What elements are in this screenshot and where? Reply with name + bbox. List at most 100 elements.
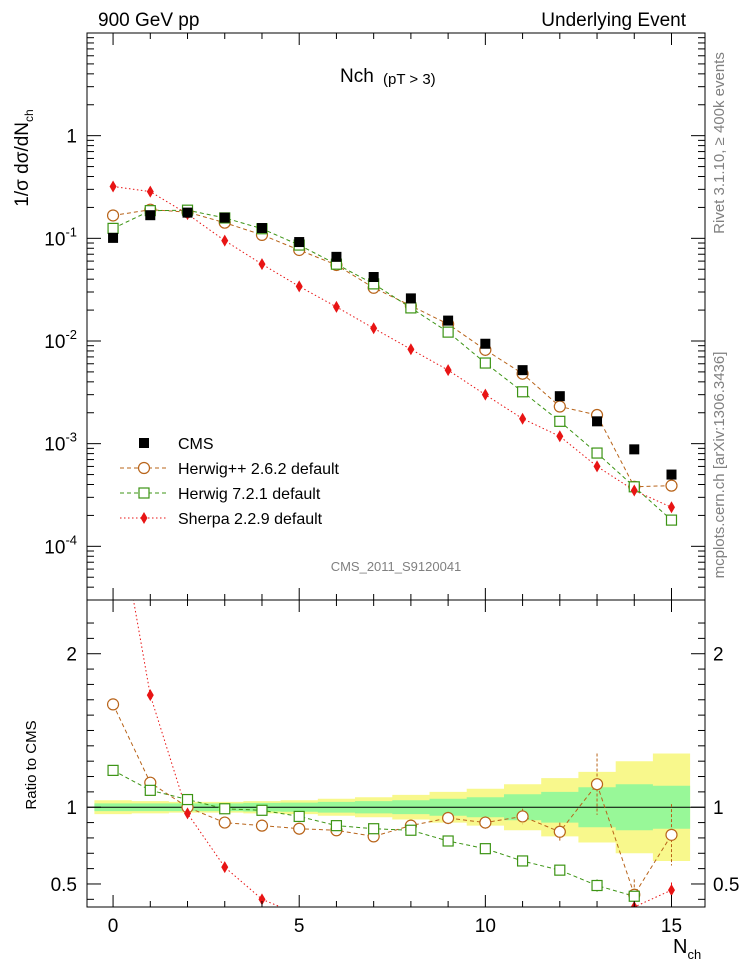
main-point-sherpa-13 — [593, 460, 601, 473]
legend-marker-herwig7 — [138, 487, 150, 499]
ratio-point-sherpa-8 — [407, 939, 414, 951]
ratio-point-herwig7-1 — [144, 784, 156, 796]
ratio-point-herwigpp-10 — [479, 816, 492, 829]
main-point-herwig7-13 — [591, 447, 603, 459]
main-point-cms-9 — [443, 315, 454, 326]
main-title-sub: (pT > 3) — [383, 71, 436, 88]
ratio-ytick-left-0: 0.5 — [51, 875, 77, 896]
ratio-point-herwigpp-5 — [293, 822, 306, 835]
ratio-ytick-right-1: 1 — [713, 798, 724, 819]
ratio-point-herwig7-10 — [479, 843, 491, 855]
main-point-sherpa-5 — [295, 280, 303, 293]
main-point-sherpa-4 — [258, 258, 266, 271]
main-point-herwig7-9 — [442, 326, 454, 338]
ratio-line-sherpa — [132, 600, 672, 907]
main-point-cms-2 — [182, 207, 193, 218]
main-panel: Nch (pT > 3) CMS_2011_S9120041 1/σ dσ/dN… — [12, 32, 706, 601]
ratio-point-herwigpp-13 — [590, 778, 604, 791]
main-point-sherpa-9 — [444, 364, 452, 377]
main-point-cms-3 — [219, 212, 230, 223]
ratio-ytick-right-0: 0.5 — [713, 875, 739, 896]
main-ytick-label-4: 1 — [66, 127, 77, 148]
ratio-point-herwig7-0 — [107, 764, 119, 776]
main-point-sherpa-11 — [519, 412, 527, 425]
main-point-cms-12 — [554, 391, 565, 402]
legend-marker-sherpa — [140, 512, 148, 524]
ratio-point-herwig7-13 — [591, 879, 603, 892]
main-point-herwig7-15 — [665, 514, 678, 526]
main-point-herwig7-8 — [405, 302, 417, 314]
main-point-sherpa-3 — [221, 234, 229, 247]
ratio-ytick-right-2: 2 — [713, 645, 724, 666]
main-point-cms-15 — [666, 469, 677, 480]
legend-label-herwigpp: Herwig++ 2.6.2 default — [178, 461, 340, 478]
ratio-point-sherpa-11 — [519, 947, 526, 959]
main-point-sherpa-1 — [146, 185, 154, 198]
xtick-label-3: 15 — [661, 916, 682, 937]
ratio-point-herwigpp-12 — [553, 825, 566, 838]
ratio-point-sherpa-2 — [184, 807, 192, 820]
main-point-sherpa-10 — [481, 388, 489, 401]
main-point-herwig7-0 — [107, 222, 119, 234]
ratio-ytick-left-2: 2 — [66, 645, 77, 666]
main-point-cms-14 — [629, 444, 640, 455]
ratio-point-sherpa-6 — [333, 924, 340, 936]
legend-label-cms: CMS — [178, 436, 214, 453]
main-ytick-label-2: 10-2 — [44, 327, 77, 353]
ratio-point-sherpa-0 — [110, 479, 117, 491]
ratio-point-herwig7-12 — [554, 864, 566, 876]
main-line-sherpa — [113, 186, 672, 508]
ratio-point-sherpa-12 — [556, 949, 563, 961]
main-point-herwig7-12 — [554, 415, 566, 427]
main-point-cms-8 — [405, 293, 416, 304]
ratio-point-sherpa-4 — [258, 893, 266, 906]
ratio-point-herwig7-7 — [368, 823, 380, 835]
main-point-herwig7-11 — [516, 386, 529, 398]
ratio-point-herwigpp-4 — [255, 819, 269, 832]
main-point-cms-0 — [108, 232, 119, 243]
ratio-point-sherpa-7 — [370, 932, 377, 944]
main-point-sherpa-8 — [407, 343, 415, 356]
main-line-herwigpp — [113, 209, 672, 488]
main-point-cms-11 — [517, 365, 528, 376]
xtick-label-0: 0 — [108, 916, 119, 937]
legend-marker-herwigpp — [137, 461, 151, 475]
x-axis-label: Nch — [673, 936, 701, 962]
watermark: CMS_2011_S9120041 — [331, 559, 462, 574]
main-point-sherpa-6 — [332, 300, 340, 313]
main-ytick-label-0: 10-4 — [44, 532, 77, 558]
ratio-point-herwig7-6 — [330, 820, 343, 832]
ratio-point-sherpa-9 — [445, 942, 452, 954]
main-line-herwig7 — [112, 209, 672, 521]
main-point-cms-4 — [256, 223, 267, 234]
ratio-point-sherpa-13 — [594, 950, 601, 962]
header-right: Underlying Event — [541, 10, 686, 31]
main-point-sherpa-12 — [556, 430, 564, 443]
ratio-point-herwig7-5 — [293, 810, 305, 823]
main-point-herwigpp-15 — [665, 479, 678, 492]
ratio-point-herwigpp-11 — [516, 810, 529, 823]
main-point-sherpa-14 — [630, 484, 638, 497]
legend-marker-cms — [139, 438, 149, 448]
main-ytick-label-3: 10-1 — [44, 224, 77, 250]
legend: CMS Herwig++ 2.6.2 default Herwig 7.2.1 de… — [120, 436, 340, 528]
main-point-cms-10 — [480, 338, 491, 349]
main-title: Nch — [340, 66, 374, 87]
main-point-herwig7-10 — [479, 357, 491, 369]
ratio-panel: 0.5 0.5 1 1 2 2 0 5 10 15 Ratio to CMS Nch — [23, 479, 739, 962]
main-point-cms-1 — [145, 210, 156, 221]
ratio-point-herwigpp-0 — [106, 698, 120, 711]
rivet-label: Rivet 3.1.10, ≥ 400k events — [711, 52, 728, 234]
ratio-frame — [86, 599, 706, 908]
ratio-point-sherpa-3 — [221, 861, 229, 874]
main-y-axis-label: 1/σ dσ/dNch — [12, 109, 36, 206]
main-point-cms-5 — [294, 237, 305, 248]
header-left: 900 GeV pp — [98, 10, 199, 31]
ratio-point-herwig7-11 — [516, 855, 529, 867]
ratio-point-herwig7-9 — [442, 835, 454, 847]
ratio-point-herwigpp-9 — [442, 811, 455, 825]
legend-label-herwig7: Herwig 7.2.1 default — [178, 486, 321, 503]
ratio-point-herwig7-2 — [181, 793, 194, 806]
main-point-herwigpp-12 — [553, 400, 566, 413]
